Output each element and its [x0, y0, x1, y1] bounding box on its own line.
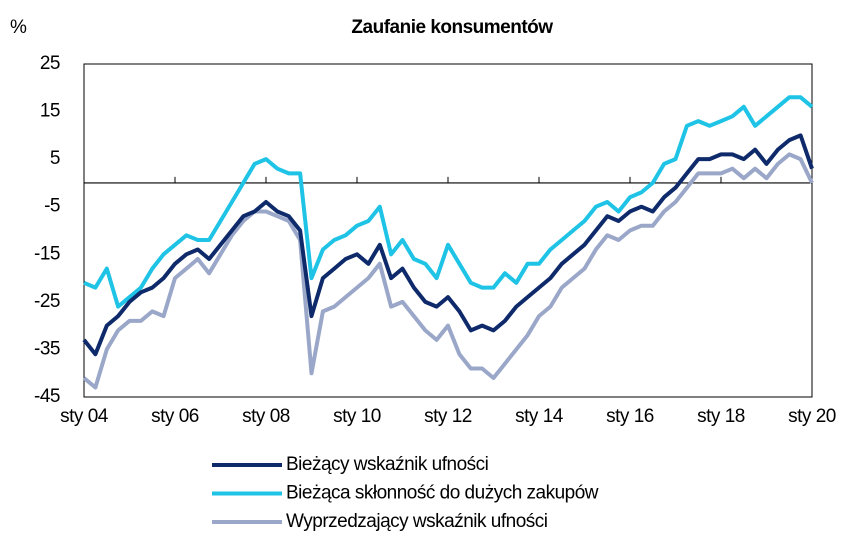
y-tick-label: 5: [50, 148, 60, 169]
chart-title: Zaufanie konsumentów: [351, 17, 553, 38]
y-tick-label: 25: [40, 53, 60, 74]
y-tick-label: 15: [40, 101, 60, 122]
series-line: [83, 95, 814, 309]
y-tick-label: -15: [34, 243, 60, 264]
x-tick-label: sty 06: [151, 406, 199, 427]
legend-label: Wyprzedzający wskaźnik ufności: [286, 511, 547, 532]
x-tick-label: sty 20: [788, 406, 836, 427]
y-tick-label: -35: [34, 338, 60, 359]
y-tick-label: -25: [34, 291, 60, 312]
y-tick-label: -45: [34, 386, 60, 407]
plot-frame: [83, 63, 813, 398]
x-tick-label: sty 14: [515, 406, 564, 427]
y-axis-label: %: [10, 17, 27, 38]
x-tick-label: sty 18: [697, 406, 745, 427]
series-line: [82, 152, 814, 390]
series-line: [82, 133, 814, 357]
x-tick-label: sty 10: [333, 406, 381, 427]
x-tick-label: sty 04: [60, 406, 109, 427]
x-tick-label: sty 08: [242, 406, 290, 427]
legend-label: Bieżący wskaźnik ufności: [286, 454, 488, 475]
x-tick-label: sty 16: [606, 406, 654, 427]
legend-label: Bieżąca skłonność do dużych zakupów: [286, 483, 599, 504]
x-tick-label: sty 12: [424, 406, 472, 427]
y-tick-label: -5: [44, 196, 60, 217]
